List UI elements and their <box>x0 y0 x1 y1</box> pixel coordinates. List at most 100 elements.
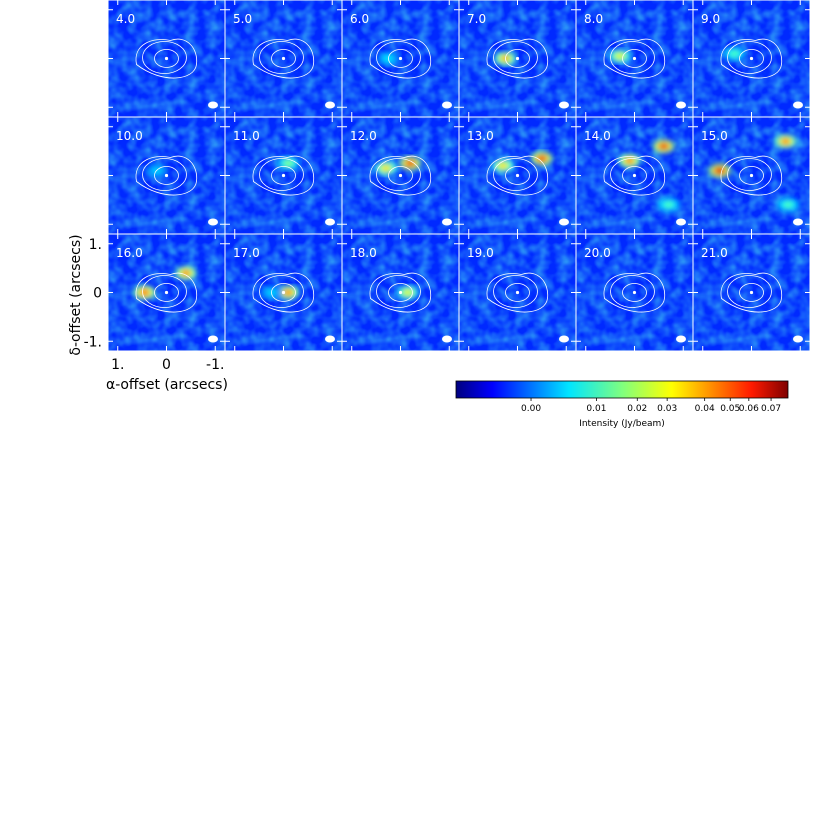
contour-outer <box>135 155 198 196</box>
y-tick-labels: 1. 0 -1. <box>84 237 102 351</box>
emission-spot <box>731 51 738 56</box>
panel-velocity-label: 9.0 <box>701 12 720 26</box>
contour-mid <box>727 275 772 308</box>
contour-inner <box>505 49 530 68</box>
beam-ellipse <box>208 335 218 343</box>
central-source-marker <box>632 173 637 178</box>
emission-spot <box>285 161 292 166</box>
central-source-marker <box>164 173 169 178</box>
panel-velocity-label: 14.0 <box>584 129 611 143</box>
emission-spot <box>407 161 414 166</box>
channel-panel: 10.0 <box>107 116 226 235</box>
contour-outer <box>486 38 549 79</box>
beam-ellipse <box>676 335 686 343</box>
emission-spot <box>617 54 623 58</box>
central-source-marker <box>749 290 754 295</box>
contour-mid <box>727 158 772 191</box>
channel-panel: 15.0 <box>692 116 811 235</box>
panel-velocity-label: 10.0 <box>116 129 143 143</box>
colorbar-tick-label: 0.06 <box>739 404 759 414</box>
emission-spot <box>665 202 672 207</box>
central-source-marker <box>281 290 286 295</box>
central-source-marker <box>281 56 286 61</box>
contour-inner <box>271 166 296 185</box>
colorbar-tick-label: 0.00 <box>521 404 541 414</box>
panel-velocity-label: 12.0 <box>350 129 377 143</box>
channel-panel: 5.0 <box>224 0 343 118</box>
contour-inner <box>622 283 647 302</box>
emission-spot <box>405 290 411 295</box>
channel-panel: 18.0 <box>341 233 460 352</box>
contour-mid <box>610 41 655 74</box>
contour-outer <box>135 272 198 313</box>
x-axis-label: α-offset (arcsecs) <box>106 377 228 393</box>
contour-mid <box>376 158 421 191</box>
central-source-marker <box>164 56 169 61</box>
channel-panel: 12.0 <box>341 116 460 235</box>
colorbar-gradient <box>455 380 789 399</box>
channel-panel: 11.0 <box>224 116 343 235</box>
contour-inner <box>622 49 647 68</box>
beam-ellipse <box>559 335 569 343</box>
panel-velocity-label: 8.0 <box>584 12 603 26</box>
panel-velocity-label: 16.0 <box>116 246 143 260</box>
contour-inner <box>505 166 530 185</box>
beam-ellipse <box>442 101 452 109</box>
channel-panel: 16.0 <box>107 233 226 352</box>
y-tick-label: 0 <box>93 286 102 302</box>
panel-velocity-label: 11.0 <box>233 129 260 143</box>
contour-inner <box>739 49 764 68</box>
contour-inner <box>154 49 179 68</box>
beam-ellipse <box>442 335 452 343</box>
contour-inner <box>388 166 413 185</box>
beam-ellipse <box>559 218 569 226</box>
channel-panels: 4.0 5.0 6.0 7.0 8.0 9.0 10.0 11.0 12.0 13.0 14.0 15… <box>107 0 811 352</box>
y-tick-label: 1. <box>89 237 102 253</box>
beam-ellipse <box>442 218 452 226</box>
contour-mid <box>259 41 304 74</box>
beam-ellipse <box>208 218 218 226</box>
colorbar-tick-label: 0.02 <box>627 404 647 414</box>
beam-ellipse <box>676 101 686 109</box>
y-axis-label: δ-offset (arcsecs) <box>68 234 84 355</box>
contour-inner <box>271 49 296 68</box>
panel-velocity-label: 15.0 <box>701 129 728 143</box>
contour-outer <box>720 155 783 196</box>
contour-mid <box>493 41 538 74</box>
contour-inner <box>154 283 179 302</box>
channel-panel: 13.0 <box>458 116 577 235</box>
emission-spot <box>141 290 148 295</box>
colorbar-ticks: 0.00 0.01 0.02 0.03 0.04 0.050.06 0.07 <box>521 398 781 414</box>
contour-mid <box>259 158 304 191</box>
contour-mid <box>259 275 304 308</box>
contour-outer <box>252 155 315 196</box>
channel-panel: 14.0 <box>575 116 694 235</box>
colorbar-tick-label: 0.04 <box>695 404 715 414</box>
contour-mid <box>376 41 421 74</box>
channel-panel: 20.0 <box>575 233 694 352</box>
channel-panel: 7.0 <box>458 0 577 118</box>
contour-mid <box>493 158 538 191</box>
beam-ellipse <box>676 218 686 226</box>
contour-inner <box>154 166 179 185</box>
contour-mid <box>376 275 421 308</box>
contour-inner <box>388 283 413 302</box>
contour-inner <box>271 283 296 302</box>
contour-mid <box>142 275 187 308</box>
channel-panel: 4.0 <box>107 0 226 118</box>
emission-spot <box>626 159 633 163</box>
contour-outer <box>486 272 549 313</box>
beam-ellipse <box>325 101 335 109</box>
central-source-marker <box>749 173 754 178</box>
contour-mid <box>493 275 538 308</box>
contour-inner <box>505 283 530 302</box>
contour-outer <box>369 38 432 79</box>
panel-velocity-label: 20.0 <box>584 246 611 260</box>
colorbar-tick-label: 0.03 <box>657 404 677 414</box>
colorbar-tick-label: 0.07 <box>761 404 781 414</box>
contour-mid <box>610 275 655 308</box>
beam-ellipse <box>793 101 803 109</box>
emission-spot <box>785 202 791 207</box>
emission-spot <box>660 144 667 149</box>
channel-panel: 8.0 <box>575 0 694 118</box>
